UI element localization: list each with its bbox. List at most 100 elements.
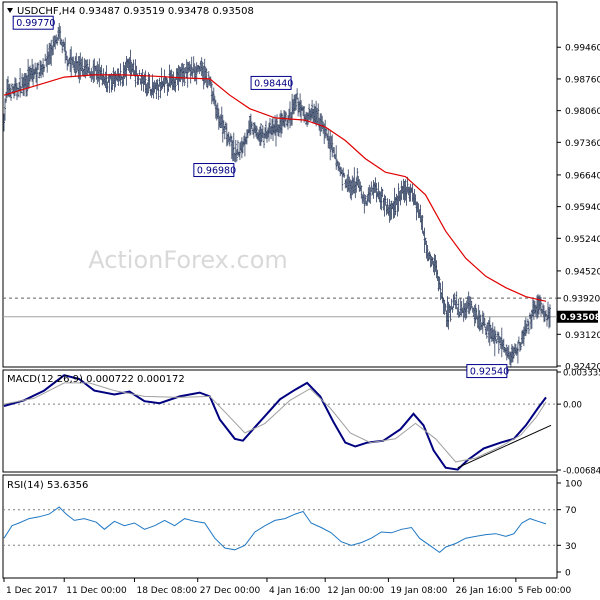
current-price-tag-label: 0.93508 [560,313,600,323]
ohlc-bar [522,326,525,347]
ohlc-bar [397,183,400,212]
ohlc-bar [406,176,409,193]
ohlc-bar [527,320,530,335]
ohlc-bar [519,342,522,351]
ohlc-bar [86,59,89,75]
ohlc-bar [137,75,140,85]
ohlc-bar [451,306,454,313]
ohlc-bar [525,324,528,334]
ohlc-bar [284,110,286,128]
resistance-level-label: 0.93920 [563,295,600,305]
ohlc-bar [295,93,298,111]
rsi-y-tick-label: 30 [565,542,577,552]
ohlc-bar [452,294,455,308]
ohlc-bar [444,303,447,311]
ohlc-bar [195,62,198,85]
ohlc-bar [296,88,299,100]
ohlc-bar [263,133,265,149]
ohlc-bar [205,68,208,88]
price-annotation-box [12,15,54,30]
current-price-tag [557,310,598,323]
macd-trendline [457,424,552,469]
ohlc-bar [386,198,389,214]
ohlc-bar [287,115,289,130]
macd-line [3,374,547,471]
ohlc-bar [311,99,314,119]
ohlc-bar [369,187,372,204]
ohlc-bar [325,128,328,137]
ohlc-bar [524,317,527,337]
ohlc-bar [59,26,62,45]
axes: 0.99460 0.98760 0.98060 0.97360 0.96640 0.959… [3,44,600,596]
ohlc-bar [281,113,283,134]
ohlc-bar [105,65,108,93]
ohlc-bar [549,304,551,328]
ohlc-bar [56,37,59,46]
ohlc-bar [250,121,253,129]
ohlc-bar [426,245,429,262]
ohlc-bar [405,186,408,206]
ohlc-bar [43,64,46,72]
ohlc-bar [465,300,468,319]
price-y-tick-label: 0.97360 [565,139,600,149]
ohlc-bar [183,67,186,86]
price-y-tick-label: 0.95940 [565,203,600,213]
ohlc-bar [370,181,373,193]
price-y-tick-label: 0.94520 [565,267,600,277]
ohlc-bar [261,125,264,138]
x-axis-tick-label: 19 Jan 08:00 [390,586,447,596]
ohlc-bar [223,126,226,140]
ohlc-bar [206,79,209,89]
price-y-tick-label: 0.96640 [565,171,600,181]
ohlc-bar [37,62,40,70]
ohlc-bar [320,113,323,132]
macd-y-tick-label: 0.00 [563,401,582,411]
price-panel-frame [2,1,558,368]
ohlc-bar [3,113,5,132]
ohlc-bar [443,300,446,315]
ohlc-bar [61,41,64,54]
ohlc-bar [380,186,383,211]
price-y-tick-label: 0.99460 [565,44,600,54]
ohlc-bar [10,89,12,101]
ohlc-bar [455,291,458,310]
chart-header: USDCHF,H4 0.93487 0.93519 0.93478 0.9350… [7,6,254,17]
ohlc-bar [546,315,548,327]
price-y-tick-label: 0.93120 [565,331,600,341]
ohlc-bar [125,56,128,86]
macd-plot [3,374,557,471]
symbol-quote-line: USDCHF,H4 0.93487 0.93519 0.93478 0.9350… [17,6,254,17]
ohlc-bar [238,142,241,161]
ohlc-bar [134,59,137,88]
ohlc-bar [132,59,135,76]
macd-y-tick-label: 0.003335 [563,369,600,379]
rsi-y-tick-label: 0 [565,569,571,579]
price-y-tick-label: 0.95240 [565,235,600,245]
ohlc-bar [174,77,177,93]
ohlc-bar [266,131,268,143]
ohlc-bar [341,169,344,191]
ohlc-bar [112,67,115,84]
x-axis-tick-label: 18 Dec 08:00 [136,586,197,596]
ohlc-bar [192,56,195,73]
ohlc-bar [277,124,279,136]
x-axis-tick-label: 26 Jan 16:00 [456,586,513,596]
ohlc-bar [17,87,20,98]
ohlc-bar [234,139,237,163]
ohlc-bar [19,68,22,98]
rsi-title: RSI(14) 53.6356 [7,480,88,491]
triangle-down-icon[interactable] [7,8,13,13]
rsi-y-tick-label: 100 [565,480,582,490]
price-annotation-label: 0.96980 [197,166,236,177]
ohlc-bar [545,309,547,317]
ohlc-bar [81,56,84,76]
ohlc-bar [4,98,6,121]
ohlc-bar [135,65,138,76]
x-axis-tick-label: 4 Jan 16:00 [269,586,321,596]
price-annotation-box [193,163,235,178]
ohlc-bar [516,341,519,364]
ohlc-bar [375,182,378,203]
ohlc-bar [438,276,441,290]
ohlc-bar [467,291,470,315]
ohlc-bar [111,74,114,90]
